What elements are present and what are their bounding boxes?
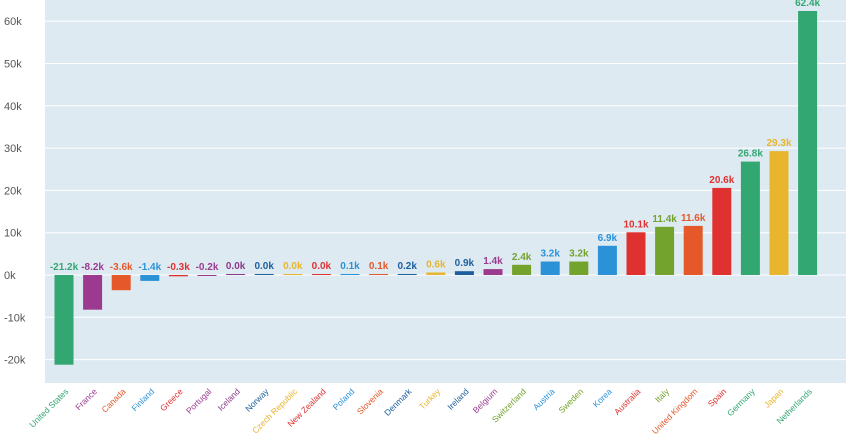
data-label: -21.2k — [50, 262, 79, 273]
x-tick-label: Korea — [591, 386, 614, 409]
bar-greece — [168, 275, 188, 277]
bar-belgium — [483, 269, 503, 275]
bar-denmark — [397, 274, 417, 275]
bar-poland — [340, 274, 360, 275]
bar-japan — [769, 151, 789, 275]
data-label: 62.4k — [795, 0, 820, 9]
x-tick-label: Portugal — [184, 386, 214, 416]
data-label: 0.0k — [254, 261, 274, 272]
data-label: 3.2k — [569, 249, 589, 260]
bar-spain — [712, 187, 732, 275]
x-tick-label: Finland — [129, 386, 156, 413]
data-label: 0.0k — [226, 261, 246, 272]
data-label: 10.1k — [623, 219, 648, 230]
data-label: -3.6k — [110, 262, 133, 273]
bar-ireland — [454, 271, 474, 275]
bar-finland — [140, 275, 160, 281]
x-tick-label: Norway — [243, 386, 271, 414]
data-label: 0.6k — [426, 260, 446, 271]
y-tick-label: 40k — [4, 101, 22, 113]
bar-turkey — [426, 272, 446, 275]
bars — [54, 11, 818, 365]
x-tick-label: Iceland — [216, 386, 243, 413]
y-axis-tick-labels: -20k -10k 0k 10k 20k 30k 40k 50k 60k — [4, 16, 26, 366]
bar-italy — [655, 226, 675, 275]
data-label: 20.6k — [709, 175, 734, 186]
bar-france — [83, 275, 103, 310]
bar-sweden — [569, 261, 589, 275]
data-label: 3.2k — [540, 249, 560, 260]
bar-iceland — [226, 274, 246, 275]
y-tick-label: 0k — [4, 270, 16, 282]
bar-portugal — [197, 275, 217, 276]
data-label: 0.1k — [340, 261, 360, 272]
x-tick-label: Canada — [99, 386, 127, 414]
bar-germany — [740, 161, 760, 275]
y-tick-label: -10k — [4, 312, 26, 324]
bar-united-states — [54, 275, 74, 365]
y-tick-label: 10k — [4, 228, 22, 240]
data-label: 29.3k — [766, 138, 791, 149]
x-tick-label: Slovenia — [355, 386, 385, 416]
x-tick-label: Poland — [331, 386, 357, 412]
y-tick-label: 20k — [4, 185, 22, 197]
y-tick-label: 60k — [4, 16, 22, 28]
x-tick-label: Denmark — [382, 386, 414, 418]
x-tick-label: Turkey — [417, 386, 443, 412]
x-tick-label: Germany — [725, 386, 757, 418]
bar-korea — [597, 245, 617, 275]
data-label: 11.4k — [652, 214, 677, 225]
data-label: 0.0k — [283, 261, 303, 272]
data-label: 11.6k — [681, 213, 706, 224]
x-tick-label: United States — [27, 386, 70, 429]
data-labels: -21.2k -8.2k -3.6k -1.4k -0.3k -0.2k 0.0k 0.0k 0… — [50, 0, 821, 273]
x-tick-label: Australia — [612, 386, 643, 417]
x-axis-tick-labels: United States France Canada Finland Greece Po… — [27, 386, 814, 436]
bar-switzerland — [512, 264, 532, 275]
data-label: -1.4k — [138, 262, 161, 273]
x-tick-label: Ireland — [445, 386, 471, 412]
bar-new-zealand — [311, 274, 331, 275]
data-label: -0.3k — [167, 262, 190, 273]
bar-netherlands — [798, 11, 818, 275]
x-tick-label: Austria — [531, 386, 557, 412]
y-tick-label: 50k — [4, 59, 22, 71]
bar-united-kingdom — [683, 225, 703, 275]
bar-canada — [111, 275, 131, 291]
data-label: 26.8k — [738, 149, 763, 160]
data-label: -8.2k — [81, 262, 104, 273]
data-label: 6.9k — [598, 233, 618, 244]
bar-slovenia — [369, 274, 389, 275]
y-tick-label: 30k — [4, 143, 22, 155]
data-label: 2.4k — [512, 252, 532, 263]
x-tick-label: Greece — [158, 386, 185, 413]
data-label: -0.2k — [196, 262, 219, 273]
data-label: 0.2k — [397, 261, 417, 272]
x-tick-label: Italy — [653, 386, 672, 405]
bar-australia — [626, 232, 646, 275]
x-tick-label: Sweden — [556, 386, 585, 415]
x-tick-label: France — [73, 386, 99, 412]
data-label: 0.1k — [369, 261, 389, 272]
bar-norway — [254, 274, 274, 275]
data-label: 0.0k — [312, 261, 332, 272]
bar-czech-republic — [283, 274, 303, 275]
data-label: 0.9k — [455, 258, 475, 269]
x-tick-label: Japan — [762, 386, 786, 410]
data-label: 1.4k — [483, 256, 503, 267]
bar-austria — [540, 261, 560, 275]
x-tick-label: Spain — [706, 386, 729, 409]
y-tick-label: -20k — [4, 355, 26, 367]
